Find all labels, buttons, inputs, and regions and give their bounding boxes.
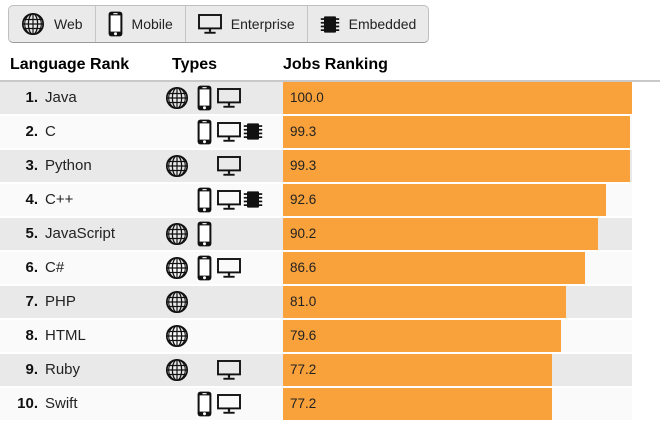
filter-button-embedded[interactable]: Embedded: [306, 6, 429, 42]
type-filter-bar: Web Mobile Enterprise Emb: [8, 5, 430, 43]
jobs-ranking-value: 99.3: [290, 158, 317, 173]
smartphone-icon: [197, 85, 212, 111]
jobs-ranking-bar: 99.3: [283, 116, 630, 148]
globe-icon: [165, 256, 189, 280]
table-row-ruby[interactable]: 9. Ruby 77.2: [0, 354, 632, 386]
table-row-html[interactable]: 8. HTML 79.6: [0, 320, 632, 352]
table-body: 1. Java 100.0 2. C: [0, 82, 660, 420]
rank-number: 8.: [25, 327, 38, 344]
table-row-c[interactable]: 4. C++ 92.6: [0, 184, 632, 216]
smartphone-icon: [197, 187, 212, 213]
table-row-swift[interactable]: 10. Swift 77.2: [0, 388, 632, 420]
language-name: JavaScript: [45, 225, 116, 242]
jobs-ranking-bar: 77.2: [283, 388, 553, 420]
rank-number: 5.: [25, 225, 38, 242]
language-name: Python: [45, 157, 92, 174]
monitor-icon: [217, 394, 241, 414]
chip-icon: [243, 189, 263, 210]
globe-icon: [165, 222, 189, 246]
jobs-ranking-value: 92.6: [290, 192, 317, 207]
language-name: Ruby: [45, 361, 81, 378]
jobs-ranking-bar: 90.2: [283, 218, 598, 250]
globe-icon: [165, 324, 189, 348]
jobs-ranking-bar: 99.3: [283, 150, 630, 182]
rank-number: 1.: [25, 89, 38, 106]
language-name: C: [45, 123, 56, 140]
filter-button-web[interactable]: Web: [9, 6, 95, 42]
filter-button-enterprise[interactable]: Enterprise: [184, 6, 307, 42]
table-row-python[interactable]: 3. Python 99.3: [0, 150, 632, 182]
rank-number: 2.: [25, 123, 38, 140]
jobs-ranking-bar: 100.0: [283, 82, 632, 114]
jobs-ranking-value: 86.6: [290, 260, 317, 275]
smartphone-icon: [197, 391, 212, 417]
jobs-ranking-value: 77.2: [290, 396, 317, 411]
rank-number: 10.: [17, 395, 38, 412]
col-header-jobs-ranking: Jobs Ranking: [283, 56, 388, 73]
monitor-icon: [217, 156, 241, 176]
globe-icon: [165, 86, 189, 110]
jobs-ranking-value: 99.3: [290, 124, 317, 139]
language-name: HTML: [45, 327, 86, 344]
chip-icon: [320, 14, 340, 35]
monitor-icon: [217, 190, 241, 210]
monitor-icon: [217, 360, 241, 380]
jobs-ranking-bar: 81.0: [283, 286, 566, 318]
smartphone-icon: [197, 119, 212, 145]
smartphone-icon: [108, 11, 123, 37]
jobs-ranking-value: 90.2: [290, 226, 317, 241]
rank-number: 7.: [25, 293, 38, 310]
jobs-ranking-bar: 92.6: [283, 184, 607, 216]
col-header-language-rank: Language Rank: [10, 56, 130, 73]
jobs-ranking-value: 100.0: [290, 90, 324, 105]
col-header-types: Types: [172, 56, 218, 73]
jobs-ranking-bar: 77.2: [283, 354, 553, 386]
rank-number: 3.: [25, 157, 38, 174]
rank-number: 4.: [25, 191, 38, 208]
globe-icon: [165, 290, 189, 314]
globe-icon: [165, 154, 189, 178]
smartphone-icon: [197, 221, 212, 247]
table-row-javascript[interactable]: 5. JavaScript 90.2: [0, 218, 632, 250]
language-name: PHP: [45, 293, 76, 310]
jobs-ranking-value: 81.0: [290, 294, 317, 309]
table-row-java[interactable]: 1. Java 100.0: [0, 82, 632, 114]
globe-icon: [21, 12, 45, 36]
jobs-ranking-bar: 79.6: [283, 320, 561, 352]
table-row-c[interactable]: 2. C 99.3: [0, 116, 632, 148]
jobs-ranking-value: 77.2: [290, 362, 317, 377]
rank-number: 9.: [25, 361, 38, 378]
table-row-c[interactable]: 6. C# 86.6: [0, 252, 632, 284]
language-name: C++: [45, 191, 74, 208]
table-row-php[interactable]: 7. PHP 81.0: [0, 286, 632, 318]
table-header-row: Language Rank Types Jobs Ranking: [0, 52, 660, 82]
language-name: C#: [45, 259, 65, 276]
jobs-ranking-bar: 86.6: [283, 252, 586, 284]
language-ranking-table: Language Rank Types Jobs Ranking 1. Java: [0, 52, 660, 422]
monitor-icon: [217, 258, 241, 278]
chip-icon: [243, 121, 263, 142]
language-name: Swift: [45, 395, 78, 412]
globe-icon: [165, 358, 189, 382]
rank-number: 6.: [25, 259, 38, 276]
monitor-icon: [217, 88, 241, 108]
filter-button-mobile[interactable]: Mobile: [94, 6, 185, 42]
jobs-ranking-value: 79.6: [290, 328, 317, 343]
smartphone-icon: [197, 255, 212, 281]
monitor-icon: [217, 122, 241, 142]
monitor-icon: [197, 14, 222, 34]
language-name: Java: [45, 89, 77, 106]
